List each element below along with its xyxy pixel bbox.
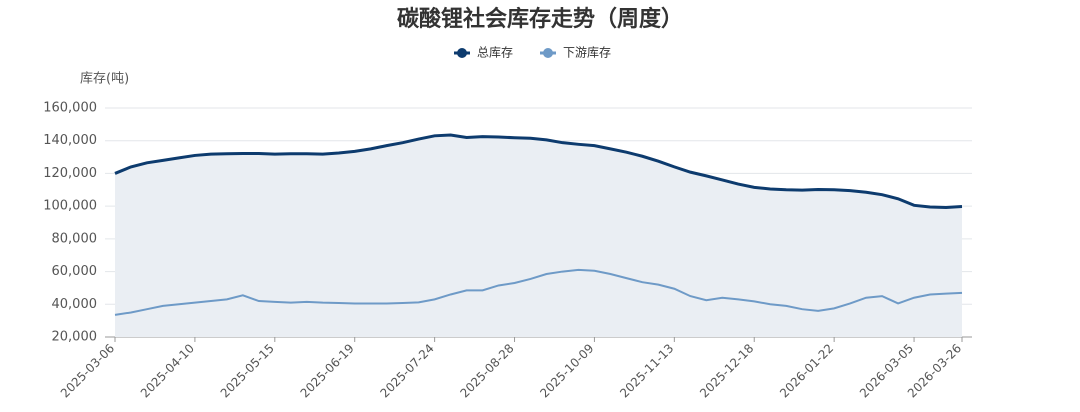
y-tick-label: 80,000 [52,231,98,246]
x-tick-label: 2026-01-22 [777,341,836,400]
x-tick-label: 2025-03-06 [58,341,117,400]
y-tick-label: 60,000 [52,264,98,279]
legend-marker [457,48,467,58]
x-tick-label: 2025-06-19 [298,341,357,400]
legend-marker [543,48,553,58]
y-tick-label: 140,000 [43,133,97,148]
legend-label: 总库存 [477,45,513,60]
line [114,268,963,316]
x-tick-label: 2025-04-10 [138,341,197,400]
x-tick-label: 2025-08-28 [457,341,516,400]
y-tick-label: 40,000 [52,297,98,312]
y-tick-label: 20,000 [52,330,98,345]
x-tick-label: 2025-12-18 [697,341,756,400]
x-tick-label: 2025-05-15 [218,341,277,400]
y-tick-label: 100,000 [43,199,97,214]
y-tick-label: 120,000 [43,166,97,181]
legend-label: 下游库存 [563,45,611,60]
y-tick-label: 160,000 [43,101,97,116]
chart-title: 碳酸锂社会库存走势（周度） [397,6,683,32]
y-axis-label: 库存(吨) [80,71,129,87]
x-tick-label: 2025-07-24 [378,341,437,400]
line [114,133,963,209]
x-tick-label: 2025-10-09 [537,341,596,400]
area [115,134,962,337]
x-tick-label: 2025-11-13 [617,341,676,400]
